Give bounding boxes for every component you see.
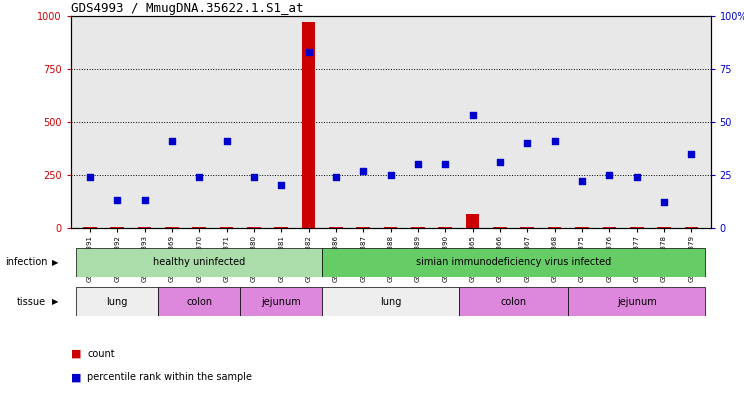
Point: [193, 174, 205, 180]
Text: count: count: [87, 349, 115, 359]
Point: [522, 140, 533, 146]
Bar: [466, 214, 479, 228]
Point: [385, 172, 397, 178]
Bar: [521, 227, 534, 228]
Point: [440, 161, 452, 167]
Bar: [548, 227, 562, 228]
Bar: [138, 227, 151, 228]
Bar: [110, 227, 124, 228]
Bar: [165, 227, 179, 228]
Bar: [158, 287, 240, 316]
Point: [111, 197, 123, 204]
Point: [330, 174, 341, 180]
Text: GDS4993 / MmugDNA.35622.1.S1_at: GDS4993 / MmugDNA.35622.1.S1_at: [71, 2, 304, 15]
Bar: [568, 287, 705, 316]
Bar: [657, 227, 671, 228]
Point: [466, 112, 478, 119]
Text: colon: colon: [501, 297, 527, 307]
Point: [138, 197, 150, 204]
Bar: [329, 227, 343, 228]
Text: ▶: ▶: [52, 258, 59, 267]
Text: lung: lung: [380, 297, 401, 307]
Bar: [603, 227, 616, 228]
Bar: [247, 227, 260, 228]
Point: [576, 178, 588, 184]
Bar: [684, 227, 698, 228]
Text: infection: infection: [5, 257, 48, 267]
Bar: [575, 227, 589, 228]
Bar: [493, 227, 507, 228]
Bar: [438, 227, 452, 228]
Bar: [76, 248, 322, 277]
Text: percentile rank within the sample: percentile rank within the sample: [87, 372, 252, 382]
Bar: [83, 227, 97, 228]
Bar: [302, 22, 315, 228]
Bar: [322, 248, 705, 277]
Point: [494, 159, 506, 165]
Point: [549, 138, 561, 144]
Bar: [193, 227, 206, 228]
Text: colon: colon: [186, 297, 212, 307]
Point: [603, 172, 615, 178]
Point: [275, 182, 287, 189]
Text: ■: ■: [71, 372, 81, 382]
Bar: [76, 287, 158, 316]
Text: jejunum: jejunum: [617, 297, 656, 307]
Bar: [275, 227, 288, 228]
Bar: [219, 227, 234, 228]
Point: [631, 174, 643, 180]
Point: [84, 174, 96, 180]
Text: lung: lung: [106, 297, 128, 307]
Bar: [630, 227, 644, 228]
Point: [412, 161, 424, 167]
Text: ▶: ▶: [52, 297, 59, 306]
Point: [166, 138, 178, 144]
Text: healthy uninfected: healthy uninfected: [153, 257, 246, 267]
Bar: [411, 227, 425, 228]
Text: jejunum: jejunum: [261, 297, 301, 307]
Bar: [459, 287, 568, 316]
Text: simian immunodeficiency virus infected: simian immunodeficiency virus infected: [416, 257, 612, 267]
Text: ■: ■: [71, 349, 81, 359]
Point: [658, 199, 670, 206]
Bar: [356, 227, 370, 228]
Bar: [322, 287, 459, 316]
Point: [248, 174, 260, 180]
Text: tissue: tissue: [16, 297, 45, 307]
Point: [685, 151, 697, 157]
Point: [303, 49, 315, 55]
Bar: [240, 287, 322, 316]
Point: [220, 138, 232, 144]
Bar: [384, 227, 397, 228]
Point: [357, 167, 369, 174]
